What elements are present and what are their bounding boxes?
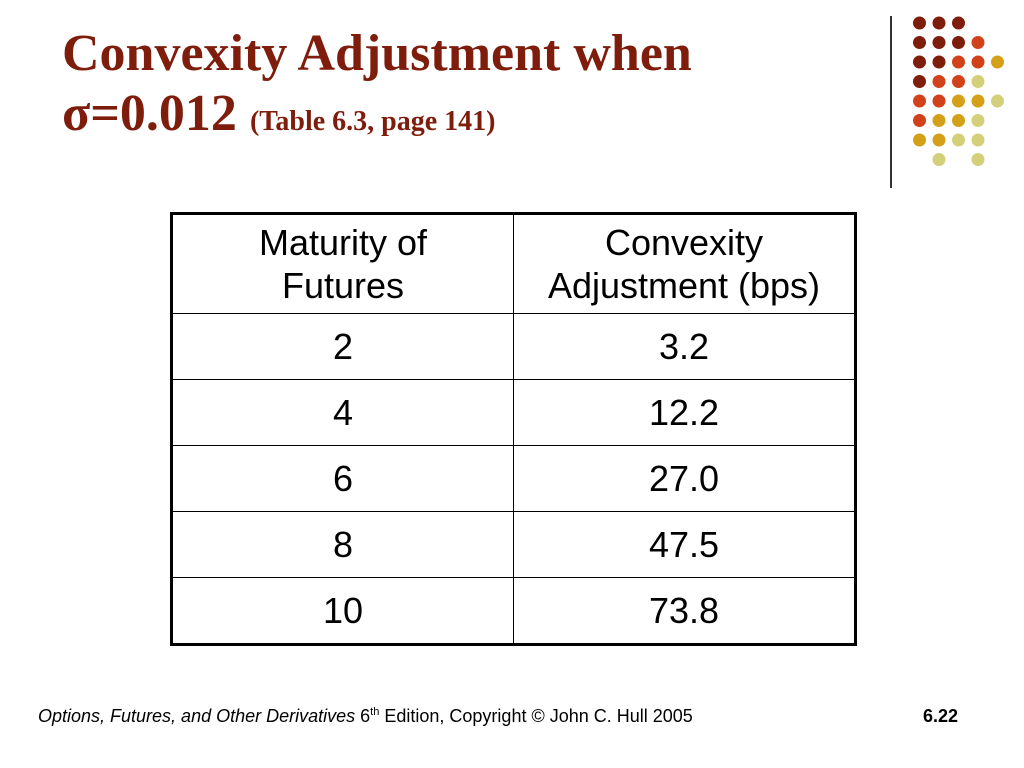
vertical-divider (890, 16, 892, 188)
table-row: 8 47.5 (171, 511, 856, 578)
adjustment-cell: 47.5 (513, 511, 856, 578)
decorative-dot (971, 36, 985, 49)
title-line-2: σ=0.012 (Table 6.3, page 141) (62, 84, 862, 152)
adjustment-cell: 3.2 (513, 313, 856, 380)
sigma-value: =0.012 (90, 85, 237, 142)
decorative-dot (913, 133, 926, 147)
footer-copyright-text: Edition, Copyright © John C. Hull 2005 (384, 706, 693, 726)
decorative-dot (932, 133, 946, 147)
footer-edition-number: 6 (360, 706, 371, 726)
footer-edition-suffix: th (370, 706, 380, 718)
decorative-dot (932, 153, 946, 166)
decorative-dot (932, 16, 946, 30)
decorative-dot (952, 16, 965, 30)
page-number: 6.22 (923, 706, 959, 726)
decorative-dot (952, 55, 965, 69)
adjustment-cell: 12.2 (513, 379, 856, 446)
decorative-dot (932, 114, 946, 127)
decorative-dot (971, 75, 985, 88)
table-row: 6 27.0 (171, 445, 856, 512)
decorative-dot (991, 94, 1004, 108)
footer-copyright: Options, Futures, and Other Derivatives … (38, 706, 693, 727)
header-convexity: Convexity Adjustment (bps) (513, 213, 856, 314)
convexity-table: Maturity of Futures Convexity Adjustment… (170, 212, 857, 646)
header-maturity: Maturity of Futures (171, 213, 514, 314)
maturity-cell: 6 (171, 445, 514, 512)
adjustment-cell: 73.8 (513, 577, 856, 645)
decorative-dot (971, 153, 985, 166)
maturity-cell: 10 (171, 577, 514, 645)
slide-title: Convexity Adjustment when σ=0.012 (Table… (62, 24, 862, 152)
decorative-dot (932, 36, 946, 49)
maturity-cell: 2 (171, 313, 514, 380)
decorative-dot (952, 75, 965, 88)
header-convexity-line-1: Convexity (604, 222, 764, 263)
decorative-dot (952, 36, 965, 49)
decorative-dot-grid (913, 16, 1004, 166)
table-header-row: Maturity of Futures Convexity Adjustment… (171, 213, 856, 314)
decorative-dot (932, 75, 946, 88)
decorative-dot (971, 114, 985, 127)
decorative-dot (913, 75, 926, 88)
maturity-cell: 4 (171, 379, 514, 446)
decorative-dot (913, 36, 926, 49)
decorative-dot (952, 133, 965, 147)
header-maturity-line-2: Futures (281, 265, 405, 306)
decorative-dot (971, 55, 985, 69)
decorative-dot (913, 55, 926, 69)
title-line-1: Convexity Adjustment when (62, 25, 692, 82)
header-maturity-line-1: Maturity of (258, 222, 428, 263)
decorative-dot (971, 133, 985, 147)
decorative-dot (952, 114, 965, 127)
table-row: 10 73.8 (171, 577, 856, 645)
decorative-dot (932, 55, 946, 69)
header-convexity-line-2: Adjustment (bps) (547, 265, 821, 306)
footer-book-title: Options, Futures, and Other Derivatives (38, 706, 356, 726)
decorative-dot (952, 94, 965, 108)
decorative-dot (913, 16, 926, 30)
decorative-dot (932, 94, 946, 108)
sigma-symbol: σ (62, 85, 91, 142)
decorative-dot (991, 55, 1004, 69)
decorative-dot (913, 94, 926, 108)
decorative-dot (971, 94, 985, 108)
table-row: 4 12.2 (171, 379, 856, 446)
adjustment-cell: 27.0 (513, 445, 856, 512)
table-row: 2 3.2 (171, 313, 856, 380)
maturity-cell: 8 (171, 511, 514, 578)
table-reference: (Table 6.3, page 141) (249, 106, 496, 137)
decorative-dot (913, 114, 926, 127)
